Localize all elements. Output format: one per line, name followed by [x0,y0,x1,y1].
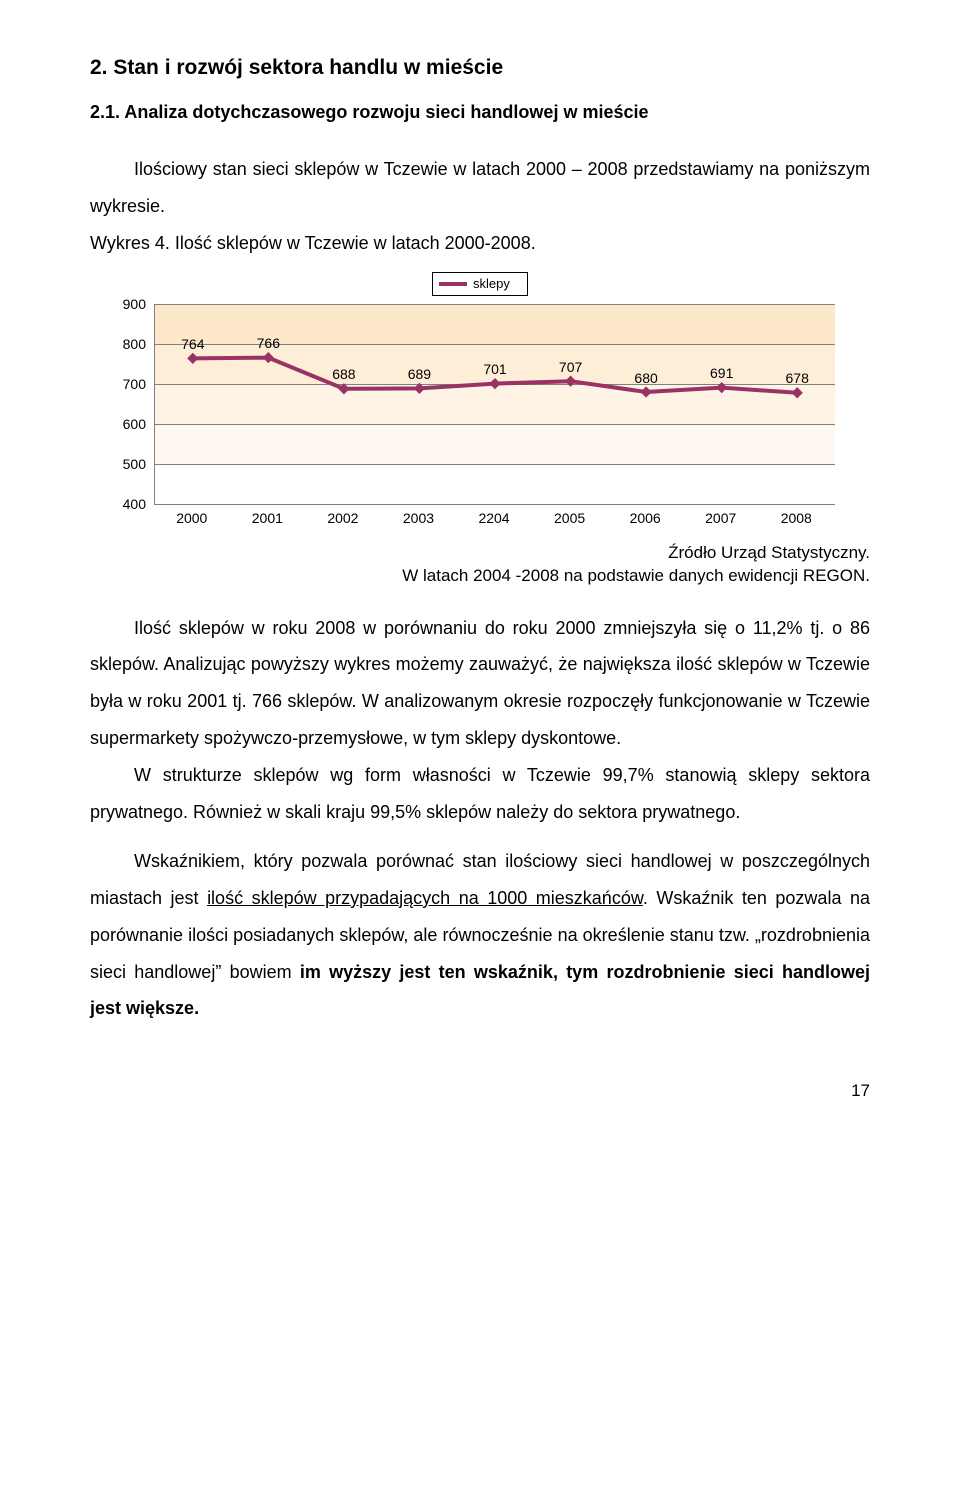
plot-area: 764 766 688 689 701 707 680 691 678 [154,304,835,505]
paragraph-3: W strukturze sklepów wg form własności w… [90,757,870,831]
x-tick-label: 2006 [607,510,683,526]
chart-source-caption: Źródło Urząd Statystyczny. W latach 2004… [90,542,870,588]
x-tick-label: 2001 [230,510,306,526]
subsection-heading: 2.1. Analiza dotychczasowego rozwoju sie… [90,102,870,123]
data-point-label: 678 [786,370,809,386]
data-point-label: 766 [257,335,280,351]
legend-line-icon [439,282,467,286]
intro-paragraph: Ilościowy stan sieci sklepów w Tczewie w… [90,151,870,225]
x-tick-label: 2005 [532,510,608,526]
x-tick-label: 2002 [305,510,381,526]
y-axis: 900800700600500400 [110,304,150,504]
data-point-label: 680 [634,370,657,386]
x-tick-label: 2003 [381,510,457,526]
line-chart: 900800700600500400 764766688689701707680… [110,304,850,534]
data-point-label: 689 [408,366,431,382]
y-tick-label: 400 [123,496,146,512]
x-tick-label: 2204 [456,510,532,526]
y-tick-label: 800 [123,336,146,352]
page-number: 17 [90,1081,870,1101]
x-axis: 200020012002200322042005200620072008 [154,510,834,526]
data-point-label: 701 [483,361,506,377]
paragraph-4: Wskaźnikiem, który pozwala porównać stan… [90,843,870,1027]
legend-label: sklepy [473,276,510,291]
y-tick-label: 500 [123,456,146,472]
legend: sklepy [432,272,528,296]
x-tick-label: 2008 [759,510,835,526]
x-tick-label: 2000 [154,510,230,526]
data-point-label: 688 [332,366,355,382]
caption-line2: W latach 2004 -2008 na podstawie danych … [402,566,870,585]
x-tick-label: 2007 [683,510,759,526]
p4-underline: ilość sklepów przypadających na 1000 mie… [207,888,643,908]
y-tick-label: 900 [123,296,146,312]
y-tick-label: 600 [123,416,146,432]
data-point-label: 691 [710,365,733,381]
data-point-label: 707 [559,359,582,375]
chart-title-caption: Wykres 4. Ilość sklepów w Tczewie w lata… [90,225,870,262]
y-tick-label: 700 [123,376,146,392]
line-series [155,304,835,504]
chart-container: sklepy 900 800 700 600 500 400 764 766 688 689 70… [110,272,850,534]
section-heading: 2. Stan i rozwój sektora handlu w mieści… [90,56,870,80]
paragraph-2: Ilość sklepów w roku 2008 w porównaniu d… [90,610,870,758]
data-point-label: 764 [181,336,204,352]
caption-line1: Źródło Urząd Statystyczny. [668,543,870,562]
